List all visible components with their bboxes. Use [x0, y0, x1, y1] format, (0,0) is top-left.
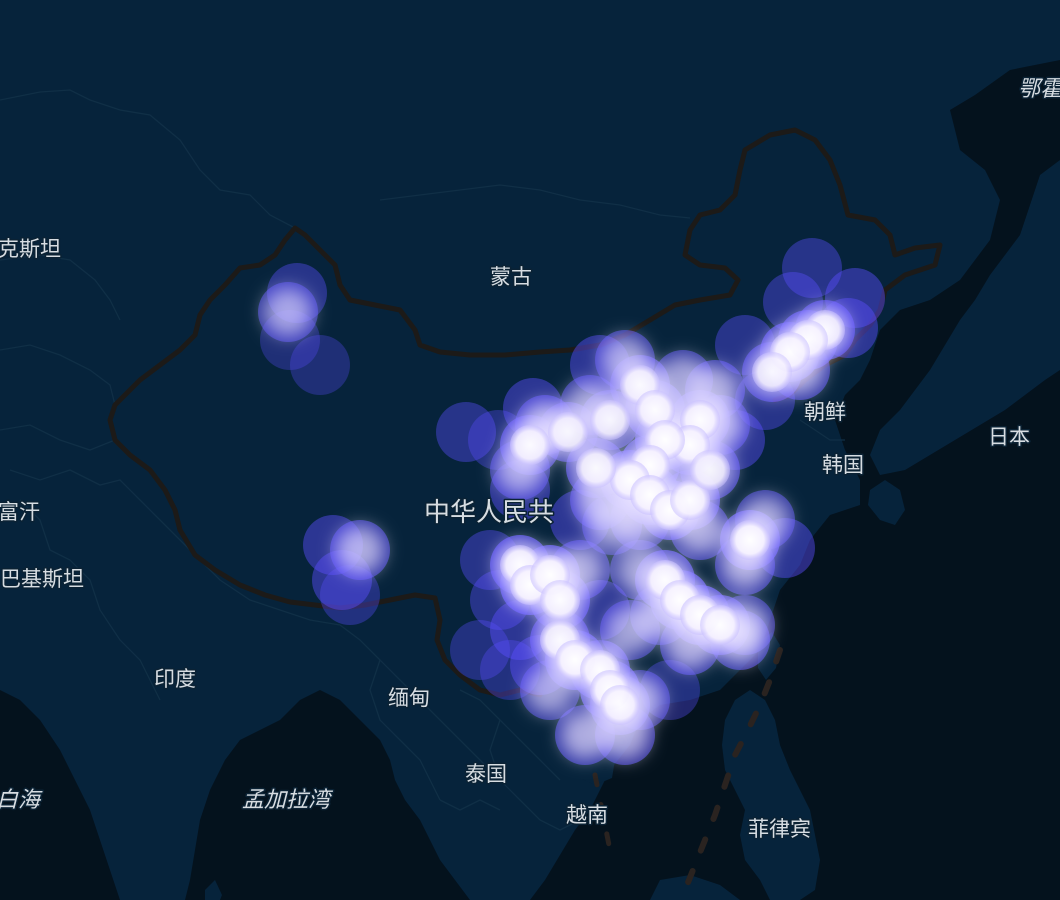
label-mongolia: 蒙古 [490, 265, 532, 289]
map-point-halo[interactable] [320, 565, 380, 625]
label-okhotsk: 鄂霍 [1018, 77, 1060, 102]
label-thailand: 泰国 [465, 762, 507, 786]
map-point-glow [526, 666, 574, 714]
map-point-halo[interactable] [782, 238, 842, 298]
label-myanmar: 缅甸 [388, 686, 430, 710]
label-china: 中华人民共 [424, 498, 554, 528]
label-philippines: 菲律宾 [748, 817, 811, 841]
label-south-korea: 韩国 [822, 453, 864, 477]
map-labels: 克斯坦 蒙古 朝鲜 韩国 日本 中华人民共 富汗 巴基斯坦 印度 缅甸 泰国 越… [0, 76, 1060, 843]
label-bay-of-bengal: 孟加拉湾 [242, 788, 334, 813]
label-arabian-sea: 白海 [0, 788, 43, 813]
map-point-core [590, 400, 630, 440]
label-kazakhstan: 克斯坦 [0, 237, 61, 261]
map-point-glow [264, 288, 312, 336]
label-north-korea: 朝鲜 [804, 400, 846, 424]
map-point-glow [561, 711, 609, 759]
map-point-core [752, 352, 792, 392]
map-point-core [690, 450, 730, 490]
map-point-halo[interactable] [290, 335, 350, 395]
map-point-core [730, 520, 770, 560]
point-cores [500, 310, 845, 725]
map-point-core [670, 480, 710, 520]
map-point-core [600, 685, 640, 725]
map-point-halo[interactable] [436, 402, 496, 462]
map-point-glow [606, 606, 654, 654]
label-india: 印度 [154, 667, 196, 691]
land-borneo [650, 875, 740, 900]
map-point-core [576, 448, 616, 488]
land-kyushu [868, 480, 905, 525]
map-point-core [700, 605, 740, 645]
label-afghanistan: 富汗 [0, 500, 40, 524]
land-sri-lanka [205, 880, 222, 900]
land-philippines [722, 690, 820, 900]
map-point-glow [336, 526, 384, 574]
nine-dash-line [682, 647, 783, 893]
map-point-halo[interactable] [450, 620, 510, 680]
label-japan: 日本 [988, 425, 1030, 449]
country-borders [0, 89, 845, 831]
label-pakistan: 巴基斯坦 [0, 567, 84, 591]
vietnam-dash-line [592, 772, 613, 853]
land-japan [870, 160, 1060, 475]
map-point-core [540, 580, 580, 620]
map-point-core [510, 425, 550, 465]
label-vietnam: 越南 [566, 803, 608, 827]
map-point-core [548, 412, 588, 452]
